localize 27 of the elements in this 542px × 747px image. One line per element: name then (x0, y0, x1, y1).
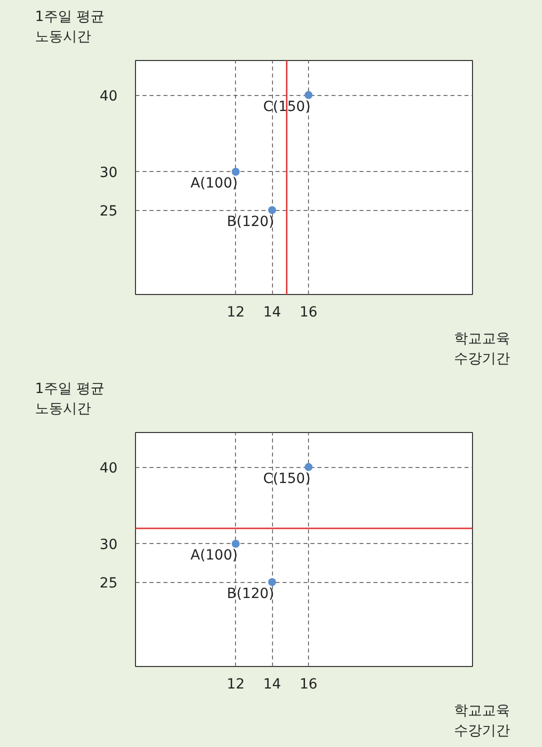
y-axis-title: 1주일 평균 노동시간 (35, 8, 104, 47)
y-tick-label: 40 (100, 88, 118, 105)
annotation: C(150) (263, 471, 311, 488)
annotation: A(100) (190, 548, 238, 564)
x-tick-label: 14 (263, 676, 282, 692)
y-tick-label: 25 (100, 576, 118, 592)
point (304, 463, 313, 472)
x-tick-label: 12 (226, 304, 245, 320)
annotation: A(100) (190, 176, 238, 192)
y-tick-label: 30 (100, 165, 118, 182)
annotation: B(120) (226, 214, 274, 230)
x-tick-label: 14 (263, 304, 282, 320)
point (268, 578, 276, 586)
x-tick-label: 12 (226, 676, 245, 692)
x-axis-title: 학교교육 수강기간 (454, 330, 510, 369)
point (304, 91, 313, 100)
x-axis-title: 학교교육 수강기간 (454, 702, 510, 741)
annotation: B(120) (226, 586, 274, 602)
x-tick-label: 16 (300, 676, 318, 692)
y-axis-title: 1주일 평균 노동시간 (35, 380, 104, 419)
y-tick-label: 40 (100, 460, 118, 477)
point (232, 540, 240, 548)
point (232, 168, 240, 176)
y-tick-label: 25 (100, 204, 118, 220)
x-tick-label: 16 (300, 304, 318, 320)
point (268, 206, 276, 214)
y-tick-label: 30 (100, 537, 118, 554)
